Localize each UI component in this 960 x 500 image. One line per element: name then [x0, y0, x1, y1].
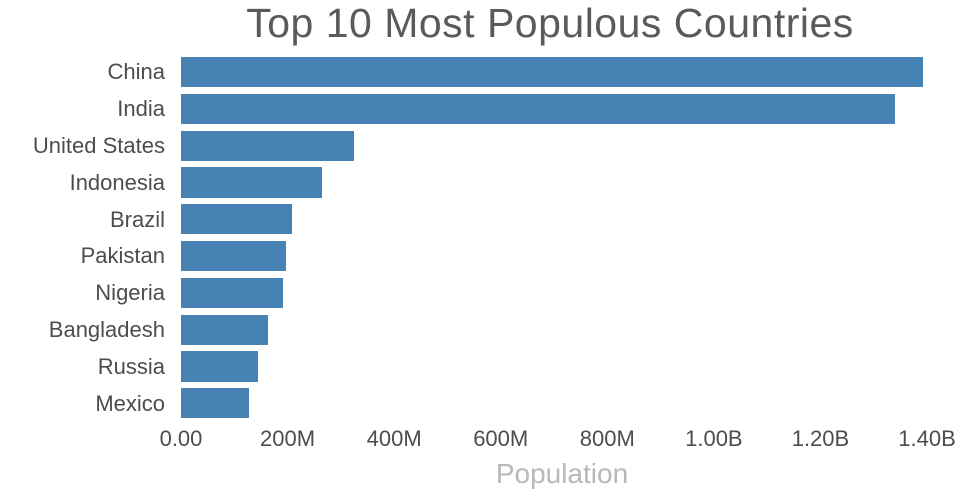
chart-title: Top 10 Most Populous Countries — [246, 0, 854, 46]
y-tick-label-indonesia: Indonesia — [69, 169, 165, 195]
bar-mexico — [181, 388, 249, 419]
bar-nigeria — [181, 277, 283, 309]
bar-india — [181, 93, 895, 125]
x-axis-ticks: 0.00 200M 400M 600M 800M 1.00B 1.20B 1.40B — [160, 426, 956, 454]
bar-bangladesh — [181, 314, 268, 345]
plot-area — [181, 54, 943, 422]
x-tick-label-0.00: 0.00 — [159, 426, 203, 451]
x-tick-label-800m: 800M — [579, 426, 635, 451]
bar-united-states — [181, 130, 355, 161]
x-tick-label-400m: 400M — [366, 426, 422, 451]
y-axis-labels: China India United States Indonesia Brazil Pa… — [0, 54, 173, 422]
y-tick-label-pakistan: Pakistan — [80, 243, 165, 269]
y-tick-label-united-states: United States — [32, 132, 165, 158]
bar-russia — [181, 351, 258, 382]
y-tick-label-china: China — [107, 59, 165, 85]
x-tick-label-1.40b: 1.40B — [898, 426, 956, 451]
bar-china — [181, 57, 924, 88]
y-tick-label-bangladesh: Bangladesh — [48, 316, 165, 342]
x-tick-label-600m: 600M — [473, 426, 529, 451]
y-tick-label-russia: Russia — [97, 353, 165, 379]
x-tick-label-200m: 200M — [260, 426, 316, 451]
y-tick-label-nigeria: Nigeria — [95, 280, 165, 306]
x-tick-label-1.20b: 1.20B — [791, 426, 850, 451]
y-tick-label-india: India — [117, 96, 165, 122]
bar-brazil — [181, 204, 293, 235]
x-axis-title: Population — [495, 458, 629, 489]
y-tick-label-mexico: Mexico — [95, 390, 165, 416]
y-tick-label-brazil: Brazil — [109, 206, 165, 232]
bar-indonesia — [181, 167, 322, 198]
x-tick-label-1.00b: 1.00B — [685, 426, 743, 451]
bar-pakistan — [181, 241, 286, 272]
